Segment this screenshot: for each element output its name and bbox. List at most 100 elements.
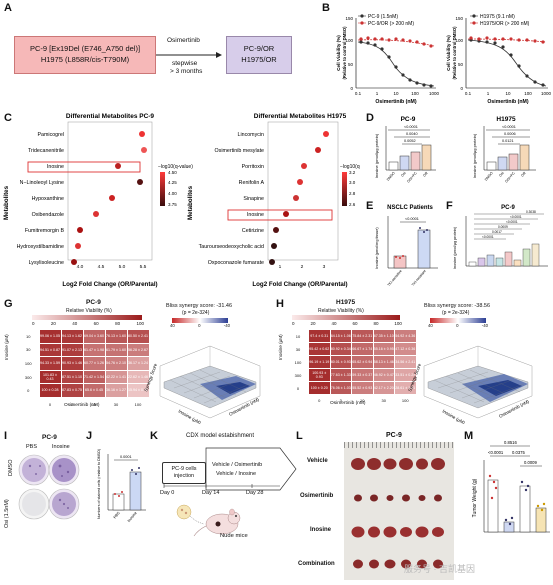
- l-row-inosine: Inosine: [310, 527, 332, 533]
- pc9-dose-curve: PC-9 (1.5nM) PC-9/OR (> 200 nM) 0 50 100…: [336, 14, 440, 105]
- xtick: 1000: [429, 91, 440, 96]
- heatmap-cell: 59.33 ± 0.37: [351, 368, 374, 382]
- heatmap-cell: 54.76 ± 2.10: [104, 356, 128, 371]
- k-box1-line: PC-9 cells: [171, 465, 197, 472]
- heatmap-cell: 75.84 ± 2.31: [351, 329, 374, 343]
- h-subtitle: Relative Viability (%): [318, 308, 364, 314]
- heatmap-col-label: 0: [39, 397, 61, 411]
- inosine-bar-charts: PC-9 H1975 Inosine (pmol/μg protein) Ino…: [374, 116, 536, 184]
- tick: 80: [373, 321, 379, 326]
- heatmap-cell: 58.13 ± 1.46: [372, 355, 395, 369]
- metab-left-1: Pamicogrel: [38, 132, 65, 138]
- g-bliss-p: (p = 2e-324): [182, 310, 210, 316]
- heatmap-col-label: 10: [351, 394, 373, 407]
- metab-left-3: Inosine: [47, 164, 64, 170]
- heatmap-cell: 65.62 ± 0.94: [351, 355, 374, 369]
- d-cat: OSI+PC: [406, 171, 418, 184]
- heatmap-cell: 55.16 ± 0.95: [372, 342, 395, 356]
- d-pval: 0.0121: [502, 139, 514, 143]
- heatmap-cell: 61.79 ± 1.60: [104, 342, 128, 358]
- heatmap-cell: 100 ± 0.28: [38, 383, 62, 398]
- tick: 40: [428, 323, 433, 328]
- ylabel2: (Relative to control DMSO): [342, 26, 347, 80]
- xtick: 1: [376, 91, 379, 96]
- heatmap-cell: 99.06 ± 1.05: [38, 329, 62, 344]
- metab-left-5: Hypoxanthine: [32, 196, 64, 202]
- g-synergy-bar: [172, 318, 228, 323]
- d-cat: Osi: [498, 171, 505, 178]
- k-treatment-2: Vehicle / Inosine: [216, 471, 257, 477]
- watermark: 服务号 · 吉凯基因: [404, 564, 475, 574]
- h1975-line: H1975 (L858R/cis-T790M): [40, 55, 130, 64]
- heatmap-cell: 67.35 ± 1.10: [372, 329, 395, 343]
- f-pval: <0.0001: [510, 215, 522, 219]
- h-axis-a: Inosine (μM): [442, 409, 467, 424]
- tick: 100: [394, 321, 402, 326]
- heatmap-row-label: 30: [18, 343, 39, 357]
- heatmap-col-label: 0: [308, 394, 330, 407]
- c-xtick: 5.5: [140, 264, 147, 270]
- metab-right-1: Lincomycin: [238, 132, 265, 138]
- l-title: PC-9: [386, 432, 402, 439]
- heatmap-cell: 76.06 ± 1.03: [329, 381, 352, 395]
- c-xlabel-left: Log2 Fold Change (OR/Parental): [62, 281, 157, 288]
- g-title: PC-9: [86, 299, 101, 306]
- heatmap-cell: 69.04 ± 3.60: [82, 329, 106, 344]
- c-cbar-tick: 2.8: [349, 191, 356, 196]
- tick: 100: [136, 321, 144, 326]
- f-ylabel: Inosine (pmol/μg protein): [453, 226, 457, 269]
- d-cat: OR: [520, 171, 527, 178]
- heatmap-row-label: 0: [288, 381, 309, 395]
- heatmap-cell: 84.15 ± 1.06: [329, 329, 352, 343]
- heatmap-cell: 97.4 ± 0.31: [308, 329, 331, 343]
- k-mice-label: Nude mice: [220, 533, 248, 539]
- i-col-pbs: PBS: [26, 444, 38, 450]
- h-bliss-score: Bliss synergy score: -38.56: [424, 303, 491, 309]
- d-pval: 0.0040: [406, 132, 418, 136]
- xtick: 10: [505, 91, 511, 96]
- heatmap-cell: 36.16 ± 1.27: [104, 383, 128, 398]
- l-tumor-photo: [344, 442, 454, 580]
- heatmap-cell: 80.92 ± 0.34: [329, 342, 352, 356]
- f-title: PC-9: [501, 205, 515, 211]
- k-treatment-1: Vehicle / Osimertinib: [212, 462, 263, 468]
- heatmap-cell: 87.83 ± 0.75: [60, 383, 84, 398]
- panel-label-d: D: [366, 112, 374, 124]
- inosine-highlight-left: [27, 161, 141, 173]
- heatmap-col-labels: 0 3 10 30 100: [18, 397, 149, 411]
- heatmap-row-label: 100: [18, 356, 39, 371]
- c-cbar-tick: 4.00: [168, 191, 177, 196]
- heatmap-row-label: 300: [18, 370, 39, 384]
- heatmap-row-label: 0: [18, 383, 39, 398]
- heatmap-cell: 96.19 ± 1.19: [308, 355, 331, 369]
- d-cat: DMSO: [386, 171, 396, 182]
- heatmap-cell: 80.01 ± 0.93: [329, 355, 352, 369]
- c-cbar-tick: 3.0: [349, 180, 356, 185]
- panel-label-e: E: [366, 200, 374, 212]
- g-scale-ticks: 0 20 40 60 80 100: [32, 321, 144, 326]
- xtick: 10: [393, 91, 399, 96]
- panel-label-b: B: [322, 2, 330, 14]
- c-xtick: 4.0: [77, 264, 84, 270]
- xtick: 0.1: [355, 91, 362, 96]
- heatmap-cell: 61.47 ± 1.98: [82, 342, 106, 358]
- ytick: 150: [455, 16, 463, 21]
- metab-left-8: Hydroxystilbamidine: [17, 244, 64, 250]
- heatmap-cell: 66.67 ± 1.74: [351, 342, 374, 356]
- heatmap-row-label: 10: [18, 329, 39, 344]
- ytick: 100: [455, 38, 463, 43]
- d-title-right: H1975: [496, 116, 516, 123]
- c-xtick: 5.0: [119, 264, 126, 270]
- legend-pc9: PC-9 (1.5nM): [368, 14, 398, 20]
- c-ylabel-right: Metabolites: [187, 185, 194, 220]
- g-axis-b: Osimertinib (nM): [228, 397, 260, 417]
- panel-label-f: F: [446, 200, 453, 212]
- g-scale-bar: [32, 315, 142, 320]
- h-bliss-p: (p = 2e-324): [442, 310, 470, 316]
- heatmap-cell: 76.13 ± 1.60: [104, 329, 128, 344]
- pc9-line: PC-9 [Ex19Del (E746_A750 del)]: [29, 44, 141, 54]
- heatmap-row: 300 101.83 ± 0.43 87.51 ± 1.10 71.42 ± 1.54…: [18, 369, 150, 385]
- f-pval: 0.3038: [526, 210, 536, 214]
- metab-right-6: Inosine: [247, 212, 264, 218]
- metab-left-6: Oxibendazole: [32, 212, 64, 218]
